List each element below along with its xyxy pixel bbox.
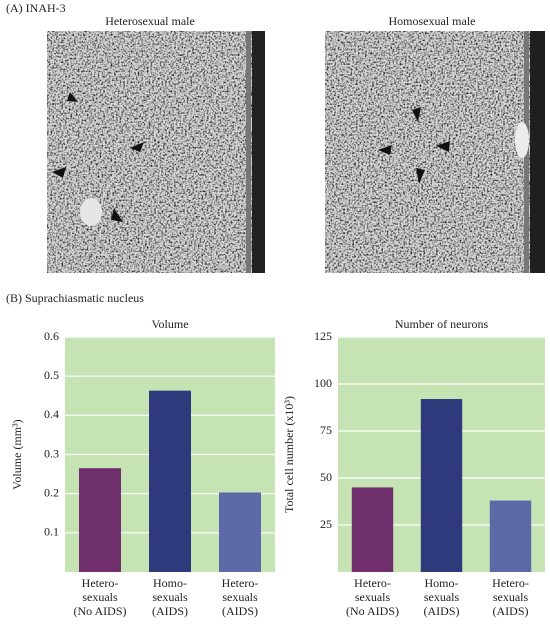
x-tick-label: (AIDS) [424,604,460,618]
y-tick-label: 0.1 [44,525,59,539]
y-tick-label: 0.3 [44,446,59,460]
bar [219,492,261,572]
x-tick-label: (AIDS) [222,604,258,618]
image-caption: Heterosexual male [105,14,195,28]
x-tick-label: (AIDS) [493,604,529,618]
y-tick-label: 0.4 [44,407,59,421]
x-tick-label: Hetero- [354,576,391,590]
x-tick-label: Homo- [425,576,459,590]
image-caption: Homosexual male [389,14,476,28]
x-tick-label: sexuals [355,590,391,604]
bar [79,468,121,572]
bar [489,500,532,572]
y-tick-label: 100 [314,376,332,390]
x-tick-label: Hetero- [222,576,259,590]
x-tick-label: sexuals [222,590,258,604]
y-axis-label: Total cell number (x10³) [282,396,296,513]
x-tick-label: sexuals [82,590,118,604]
panel-label: (B) Suprachiasmatic nucleus [6,291,144,305]
y-tick-label: 0.5 [44,368,59,382]
micrograph [47,31,265,273]
x-tick-label: (No AIDS) [346,604,399,618]
bar [420,399,463,572]
micrograph [325,31,545,273]
x-tick-label: Hetero- [82,576,119,590]
panel-label: (A) INAH-3 [6,1,66,15]
x-tick-label: (AIDS) [152,604,188,618]
bar [149,390,191,572]
x-tick-label: sexuals [493,590,529,604]
x-tick-label: (No AIDS) [74,604,127,618]
x-tick-label: sexuals [424,590,460,604]
bar [351,487,394,572]
y-tick-label: 0.6 [44,329,59,343]
x-tick-label: sexuals [152,590,188,604]
x-tick-label: Hetero- [492,576,529,590]
y-tick-label: 125 [314,329,332,343]
y-tick-label: 75 [320,423,332,437]
y-tick-label: 25 [320,517,332,531]
chart-title: Number of neurons [395,317,489,331]
chart-title: Volume [151,317,188,331]
y-tick-label: 50 [320,470,332,484]
x-tick-label: Homo- [153,576,187,590]
y-tick-label: 0.2 [44,485,59,499]
y-axis-label: Volume (mm³) [10,419,24,489]
